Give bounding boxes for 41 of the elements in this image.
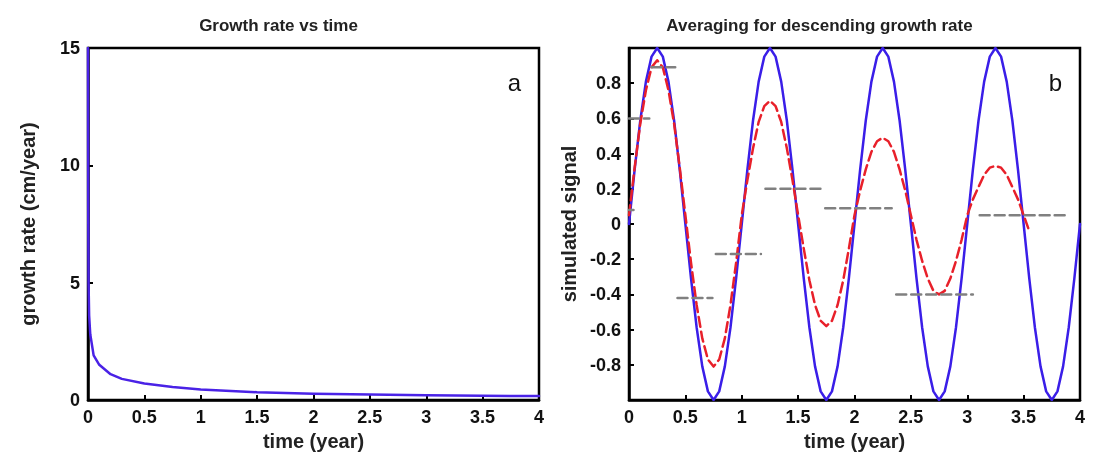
y-tick-label: 0 xyxy=(610,214,621,234)
y-tick-label: 0 xyxy=(69,390,80,410)
x-tick-label: 0 xyxy=(82,407,94,427)
x-tick-label: 0 xyxy=(623,407,635,427)
x-tick-label: 1.5 xyxy=(785,407,811,427)
x-tick-label: 2 xyxy=(849,407,860,427)
annotation: a xyxy=(507,68,522,96)
x-tick-label: 3.5 xyxy=(1011,407,1037,427)
x-tick-label: 1.5 xyxy=(244,407,270,427)
chart-title: Averaging for descending growth rate xyxy=(666,16,973,35)
y-tick-label: -0.6 xyxy=(589,319,621,340)
x-tick-label: 0.5 xyxy=(672,407,698,427)
line-series xyxy=(86,46,541,398)
x-tick-label: 3 xyxy=(421,407,432,427)
x-axis-title: time (year) xyxy=(262,429,365,452)
x-tick-label: 2.5 xyxy=(357,407,383,427)
x-tick-label: 2.5 xyxy=(898,407,924,427)
y-tick-label: 0.6 xyxy=(595,108,621,129)
y-axis-title: growth rate (cm/year) xyxy=(17,122,39,326)
x-tick-label: 4 xyxy=(1074,407,1086,427)
chart-title: Growth rate vs time xyxy=(199,16,358,35)
y-tick-label: 0.4 xyxy=(595,143,621,164)
x-tick-label: 1 xyxy=(736,407,747,427)
annotation: b xyxy=(1048,68,1063,96)
y-tick-label: 0.8 xyxy=(595,73,621,94)
y-axis-title: simulated signal xyxy=(558,145,580,303)
y-tick-label: -0.2 xyxy=(589,249,621,270)
x-tick-label: 3.5 xyxy=(470,407,496,427)
x-tick-label: 0.5 xyxy=(131,407,157,427)
y-tick-label: 15 xyxy=(59,38,80,58)
line-series xyxy=(627,59,1031,368)
x-axis-title: time (year) xyxy=(803,429,906,452)
y-tick-label: -0.8 xyxy=(589,354,621,375)
x-tick-label: 1 xyxy=(195,407,206,427)
y-tick-label: 5 xyxy=(69,272,80,293)
y-tick-label: 10 xyxy=(59,155,80,176)
y-tick-label: -0.4 xyxy=(589,284,621,305)
x-tick-label: 3 xyxy=(962,407,973,427)
x-tick-label: 2 xyxy=(308,407,319,427)
y-tick-label: 0.2 xyxy=(595,178,621,199)
x-tick-label: 4 xyxy=(533,407,545,427)
